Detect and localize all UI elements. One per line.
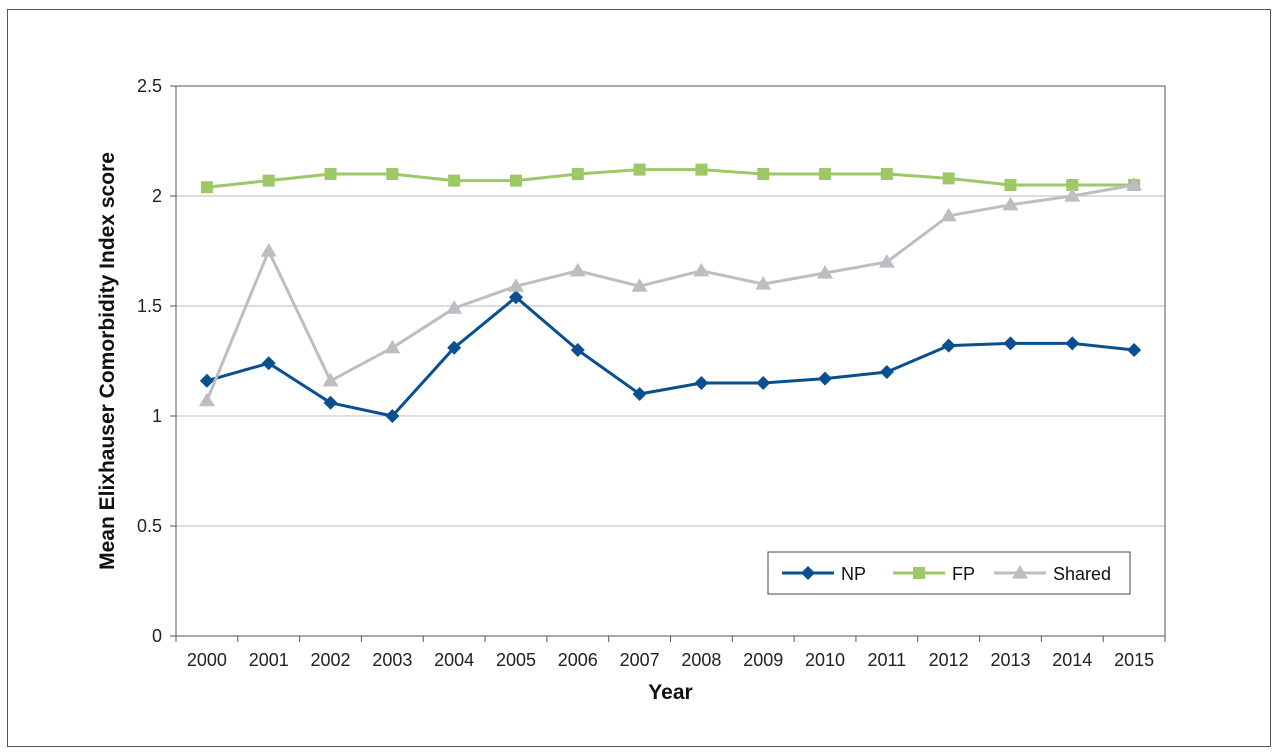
data-point-shared	[755, 276, 772, 290]
legend: NP FP Shared	[767, 551, 1131, 595]
data-point-shared	[569, 262, 586, 277]
y-axis-title: Mean Elixhauser Comorbidity Index score	[96, 152, 119, 570]
data-point-shared	[940, 207, 957, 222]
data-point-shared	[446, 300, 463, 314]
data-point-np	[385, 409, 400, 423]
x-tick-label: 2006	[558, 650, 598, 670]
x-tick-label: 2011	[867, 650, 906, 670]
x-tick-label: 2004	[434, 650, 474, 670]
data-point-np	[756, 376, 771, 390]
data-point-shared	[631, 278, 648, 292]
series-line-fp	[206, 168, 1135, 189]
data-point-np	[632, 387, 647, 401]
y-tick-label: 1.5	[137, 296, 162, 316]
x-tick-label: 2005	[496, 650, 536, 670]
series-np	[199, 290, 1142, 423]
data-point-fp	[571, 168, 584, 180]
x-tick-label: 2014	[1052, 650, 1092, 670]
data-point-np	[818, 371, 833, 386]
x-tick-label: 2000	[187, 650, 227, 670]
y-axis-ticks: 0 0.5 1 1.5 2 2.5	[137, 76, 176, 646]
data-point-np	[694, 376, 709, 390]
data-point-fp	[757, 168, 770, 180]
figure-frame	[7, 9, 1271, 747]
data-point-shared	[384, 339, 401, 354]
legend-marker-fp	[913, 567, 925, 579]
data-point-fp	[942, 172, 955, 185]
data-point-np	[199, 373, 214, 388]
data-point-np	[1003, 336, 1018, 351]
x-tick-label: 2002	[311, 650, 351, 670]
data-point-shared	[322, 372, 339, 387]
x-tick-label: 2008	[681, 650, 721, 670]
y-tick-label: 2.5	[137, 76, 162, 96]
x-axis-ticks: 2000 2001 2002 2003 2004 2005 2006 2007 2008 2009…	[175, 636, 1166, 670]
data-point-np	[570, 343, 585, 357]
data-point-fp	[1004, 179, 1017, 191]
data-point-shared	[1064, 188, 1081, 202]
y-tick-label: 1	[152, 406, 162, 426]
data-point-np	[879, 365, 894, 379]
x-tick-label: 2007	[620, 650, 660, 670]
gridlines	[176, 195, 1165, 527]
y-tick-label: 2	[152, 186, 162, 206]
data-point-shared	[1126, 177, 1143, 191]
data-point-shared	[260, 243, 277, 257]
data-point-fp	[1066, 179, 1079, 191]
x-tick-label: 2015	[1114, 650, 1154, 670]
y-tick-label: 0	[152, 626, 162, 646]
data-point-np	[1065, 336, 1080, 351]
series-group	[198, 163, 1143, 423]
legend-label-shared: Shared	[1053, 564, 1111, 584]
legend-label-fp: FP	[952, 564, 975, 584]
data-point-fp	[509, 174, 522, 187]
data-point-fp	[324, 168, 337, 180]
data-point-np	[941, 338, 956, 353]
data-point-shared	[693, 262, 710, 277]
legend-marker-np	[801, 566, 815, 580]
y-tick-label: 0.5	[137, 516, 162, 536]
x-tick-label: 2013	[990, 650, 1030, 670]
data-point-fp	[819, 168, 832, 180]
data-point-fp	[200, 181, 213, 194]
x-tick-label: 2009	[743, 650, 783, 670]
legend-label-np: NP	[841, 564, 866, 584]
data-point-shared	[878, 254, 895, 268]
data-point-fp	[386, 168, 399, 180]
data-point-shared	[198, 392, 215, 407]
data-point-np	[508, 290, 523, 305]
x-tick-label: 2001	[249, 650, 289, 670]
data-point-np	[323, 395, 338, 410]
data-point-fp	[448, 174, 461, 187]
data-point-np	[1127, 343, 1142, 357]
series-fp	[200, 163, 1141, 194]
x-axis-title: Year	[648, 681, 692, 704]
data-point-np	[261, 356, 276, 371]
series-line-np	[206, 295, 1135, 418]
data-point-fp	[880, 168, 893, 180]
data-point-fp	[695, 163, 708, 176]
data-point-np	[447, 340, 462, 355]
data-point-shared	[817, 265, 834, 279]
series-shared	[198, 177, 1143, 407]
data-point-shared	[507, 278, 524, 292]
data-point-fp	[262, 174, 275, 187]
legend-marker-shared	[1012, 565, 1028, 579]
x-tick-label: 2012	[929, 650, 969, 670]
x-tick-label: 2010	[805, 650, 845, 670]
x-tick-label: 2003	[372, 650, 412, 670]
series-line-shared	[205, 183, 1135, 402]
data-point-fp	[633, 163, 646, 176]
data-point-shared	[1002, 196, 1019, 211]
